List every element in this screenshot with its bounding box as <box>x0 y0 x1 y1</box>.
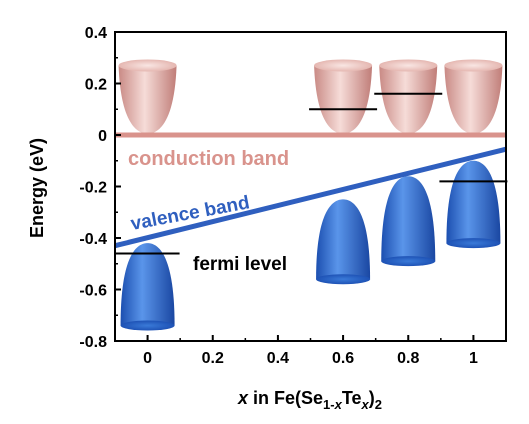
x-tick-label: 0.2 <box>202 350 224 367</box>
x-tick-labels: 0 0.2 0.4 0.6 0.8 1 <box>143 350 478 367</box>
x-axis-title-subx: x <box>334 397 343 412</box>
y-axis-title: Energy (eV) <box>27 138 47 238</box>
x-tick-label: 0 <box>143 350 152 367</box>
x-axis-title-in: in Fe(Se <box>248 388 323 408</box>
conduction-valley-3 <box>444 59 503 134</box>
valence-dome-body <box>446 160 501 244</box>
conduction-valley-body <box>118 65 177 134</box>
y-tick-label: 0 <box>98 128 107 145</box>
y-tick-label: -0.2 <box>79 180 107 197</box>
valence-dome-body <box>381 176 436 262</box>
x-axis-title-sub2: 2 <box>375 397 382 412</box>
conduction-valley-rim <box>444 59 503 72</box>
valence-dome-base <box>316 274 371 285</box>
y-tick-label: 0.2 <box>85 77 107 94</box>
valence-dome-1 <box>316 199 371 285</box>
x-axis-title-subx2: x <box>361 397 370 412</box>
x-axis-title-close: ) <box>369 388 375 408</box>
conduction-valley-body <box>444 65 503 134</box>
conduction-valley-2 <box>379 59 438 134</box>
band-shapes <box>118 59 503 331</box>
conduction-valley-1 <box>314 59 373 134</box>
fermi-levels <box>115 92 508 255</box>
y-tick-label: 0.4 <box>85 25 107 42</box>
x-axis-title: x in Fe(Se1-xTex)2 <box>237 388 382 412</box>
plot-axes <box>114 31 507 342</box>
x-axis-title-sub1: 1- <box>323 397 335 412</box>
y-tick-labels: 0.4 0.2 0 -0.2 -0.4 -0.6 -0.8 <box>79 25 107 351</box>
valence-dome-base <box>381 256 436 267</box>
x-tick-label: 0.6 <box>332 350 354 367</box>
y-tick-label: -0.4 <box>79 231 107 248</box>
conduction-valley-body <box>379 65 438 134</box>
valence-dome-0 <box>120 243 175 331</box>
valence-dome-body <box>120 243 175 326</box>
conduction-band-label: conduction band <box>128 148 289 170</box>
x-tick-label: 0.8 <box>397 350 419 367</box>
conduction-valley-rim <box>379 59 438 72</box>
x-tick-label: 0.4 <box>267 350 289 367</box>
conduction-valley-body <box>314 65 373 134</box>
valence-band-line <box>114 146 507 249</box>
conduction-valley-0 <box>118 59 177 134</box>
x-axis-title-var: x <box>237 388 249 408</box>
valence-dome-base <box>446 238 501 249</box>
valence-dome-2 <box>381 176 436 267</box>
x-tick-label: 1 <box>469 350 478 367</box>
conduction-valley-rim <box>118 59 177 72</box>
x-axis-title-te: Te <box>342 388 362 408</box>
y-tick-label: -0.6 <box>79 283 107 300</box>
band-lines <box>114 132 507 249</box>
fermi-level-label: fermi level <box>193 254 287 275</box>
conduction-valley-rim <box>314 59 373 72</box>
valence-dome-3 <box>446 160 501 249</box>
valence-dome-body <box>316 199 371 280</box>
valence-dome-base <box>120 320 175 331</box>
y-tick-label: -0.8 <box>79 334 107 351</box>
